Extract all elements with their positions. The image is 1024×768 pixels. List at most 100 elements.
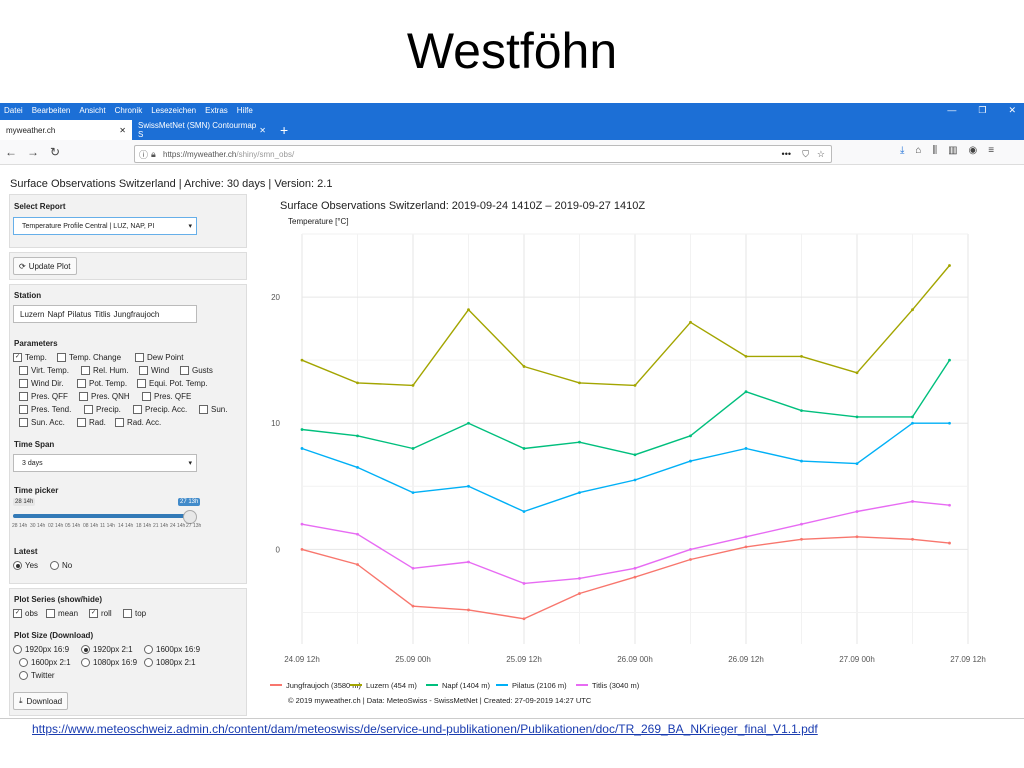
tick-label: 11 14h bbox=[100, 523, 115, 529]
series-roll[interactable]: ✓ roll bbox=[89, 609, 112, 618]
size-1920-169[interactable]: 1920px 16:9 bbox=[13, 645, 69, 654]
station-chip[interactable]: Jungfraujoch bbox=[113, 309, 160, 319]
menu-extras[interactable]: Extras bbox=[205, 106, 228, 115]
page-actions-icon[interactable]: ••• bbox=[781, 149, 791, 159]
series-lines bbox=[300, 264, 951, 621]
size-1080-21[interactable]: 1080px 2:1 bbox=[144, 658, 196, 667]
series-point-1 bbox=[948, 264, 951, 267]
param-dew-point[interactable]: Dew Point bbox=[135, 353, 183, 362]
series-obs[interactable]: ✓ obs bbox=[13, 609, 38, 618]
station-chip[interactable]: Luzern bbox=[20, 309, 45, 319]
report-select[interactable]: Temperature Profile Central | LUZ, NAP, … bbox=[13, 217, 197, 235]
param-pres-tend[interactable]: Pres. Tend. bbox=[19, 405, 71, 414]
home-icon[interactable]: ⌂ bbox=[915, 145, 922, 156]
param-pres-qnh[interactable]: Pres. QNH bbox=[79, 392, 130, 401]
pocket-icon[interactable]: ⛉ bbox=[802, 148, 809, 159]
restore-icon[interactable]: ❐ bbox=[978, 105, 987, 115]
param-label: Wind Dir. bbox=[31, 379, 64, 388]
update-panel: ⟳ Update Plot bbox=[9, 252, 247, 280]
param-rad-acc[interactable]: Rad. Acc. bbox=[115, 418, 161, 427]
station-input[interactable]: Luzern Napf Pilatus Titlis Jungfraujoch bbox=[13, 305, 197, 323]
series-mean[interactable]: mean bbox=[46, 609, 78, 618]
param-precip-acc[interactable]: Precip. Acc. bbox=[133, 405, 187, 414]
reload-icon[interactable]: ↻ bbox=[49, 145, 61, 159]
menu-icon[interactable]: ≡ bbox=[988, 145, 995, 156]
page-content: Surface Observations Switzerland | Archi… bbox=[0, 164, 1024, 718]
source-link[interactable]: https://www.meteoschweiz.admin.ch/conten… bbox=[32, 722, 818, 736]
series-top[interactable]: top bbox=[123, 609, 146, 618]
y-tick-label: 20 bbox=[271, 293, 280, 302]
param-pres-qfe[interactable]: Pres. QFE bbox=[142, 392, 191, 401]
menu-datei[interactable]: Datei bbox=[4, 106, 23, 115]
series-point-3 bbox=[744, 447, 748, 450]
legend-label: Titlis (3040 m) bbox=[592, 681, 640, 690]
size-1600-169[interactable]: 1600px 16:9 bbox=[144, 645, 200, 654]
slide-title: Westföhn bbox=[406, 23, 618, 79]
close-icon[interactable]: ✕ bbox=[1008, 105, 1016, 115]
library-icon[interactable]: ⫼ bbox=[932, 145, 938, 156]
param-temp[interactable]: ✓ Temp. bbox=[13, 353, 47, 362]
menu-hilfe[interactable]: Hilfe bbox=[236, 106, 253, 115]
param-virt-temp[interactable]: Virt. Temp. bbox=[19, 366, 69, 375]
param-label: Gusts bbox=[192, 366, 213, 375]
param-sun-acc[interactable]: Sun. Acc. bbox=[19, 418, 65, 427]
download-icon[interactable]: ⤓ bbox=[900, 145, 905, 156]
tab-close-icon[interactable]: ✕ bbox=[259, 125, 266, 135]
series-option-label: obs bbox=[25, 609, 38, 618]
series-point-4 bbox=[411, 566, 415, 570]
size-1920-21[interactable]: 1920px 2:1 bbox=[81, 645, 133, 654]
forward-icon[interactable]: → bbox=[27, 145, 39, 159]
param-pres-qff[interactable]: Pres. QFF bbox=[19, 392, 68, 401]
param-wind[interactable]: Wind bbox=[139, 366, 169, 375]
menu-bearbeiten[interactable]: Bearbeiten bbox=[31, 106, 71, 115]
checkbox-icon bbox=[135, 353, 144, 362]
tab-close-icon[interactable]: ✕ bbox=[119, 125, 126, 135]
account-icon[interactable]: ◉ bbox=[968, 145, 978, 156]
size-option-label: 1600px 16:9 bbox=[156, 645, 201, 654]
timespan-select[interactable]: 3 days ▾ bbox=[13, 454, 197, 472]
y-tick-label: 10 bbox=[271, 419, 280, 428]
param-sun[interactable]: Sun. bbox=[199, 405, 227, 414]
back-icon[interactable]: ← bbox=[5, 145, 17, 159]
station-chip[interactable]: Pilatus bbox=[67, 309, 92, 319]
menu-lesezeichen[interactable]: Lesezeichen bbox=[151, 106, 197, 115]
chevron-down-icon: ▾ bbox=[188, 460, 192, 467]
series-point-2 bbox=[467, 421, 470, 425]
param-temp-change[interactable]: Temp. Change bbox=[57, 353, 121, 362]
param-wind-dir[interactable]: Wind Dir. bbox=[19, 379, 63, 388]
tab-myweather[interactable]: myweather.ch ✕ bbox=[0, 120, 132, 140]
size-1080-169[interactable]: 1080px 16:9 bbox=[81, 658, 137, 667]
station-chip[interactable]: Napf bbox=[47, 309, 65, 319]
param-rel-hum[interactable]: Rel. Hum. bbox=[81, 366, 129, 375]
browser-window: Datei Bearbeiten Ansicht Chronik Lesezei… bbox=[0, 103, 1024, 719]
series-point-2 bbox=[522, 447, 526, 450]
series-point-0 bbox=[689, 558, 692, 561]
latest-yes-radio[interactable]: Yes bbox=[13, 561, 38, 570]
sidebar-icon[interactable]: ▥ bbox=[948, 145, 958, 156]
param-pot-temp[interactable]: Pot. Temp. bbox=[77, 379, 127, 388]
latest-no-radio[interactable]: No bbox=[50, 561, 72, 570]
download-button[interactable]: ⤓ Download bbox=[13, 692, 69, 710]
info-icon[interactable]: ⓘ bbox=[139, 149, 149, 160]
param-precip[interactable]: Precip. bbox=[84, 405, 121, 414]
minimize-icon[interactable]: — bbox=[947, 105, 957, 115]
station-chip[interactable]: Titlis bbox=[94, 309, 111, 319]
param-gusts[interactable]: Gusts bbox=[180, 366, 213, 375]
chart-caption: © 2019 myweather.ch | Data: MeteoSwiss -… bbox=[288, 696, 592, 705]
param-equi-pot-temp[interactable]: Equi. Pot. Temp. bbox=[137, 379, 208, 388]
update-plot-button[interactable]: ⟳ Update Plot bbox=[13, 257, 77, 275]
new-tab-icon[interactable]: + bbox=[280, 122, 289, 138]
size-1600-21[interactable]: 1600px 2:1 bbox=[19, 658, 71, 667]
tick-label: 27 13h bbox=[186, 523, 202, 529]
size-twitter[interactable]: Twitter bbox=[19, 671, 55, 680]
menu-ansicht[interactable]: Ansicht bbox=[79, 106, 106, 115]
series-point-4 bbox=[300, 522, 304, 526]
radio-checked-icon bbox=[81, 645, 90, 654]
tab-swissmetnet[interactable]: SwissMetNet (SMN) Contourmap S ✕ bbox=[132, 120, 272, 140]
menu-chronik[interactable]: Chronik bbox=[114, 106, 143, 115]
address-bar[interactable]: ⓘ 🔒︎ https://myweather.ch/shiny/smn_obs/… bbox=[134, 145, 832, 163]
param-rad[interactable]: Rad. bbox=[77, 418, 106, 427]
checkbox-icon bbox=[115, 418, 124, 427]
timepicker-handle[interactable] bbox=[183, 510, 197, 524]
star-icon[interactable]: ☆ bbox=[816, 148, 825, 159]
